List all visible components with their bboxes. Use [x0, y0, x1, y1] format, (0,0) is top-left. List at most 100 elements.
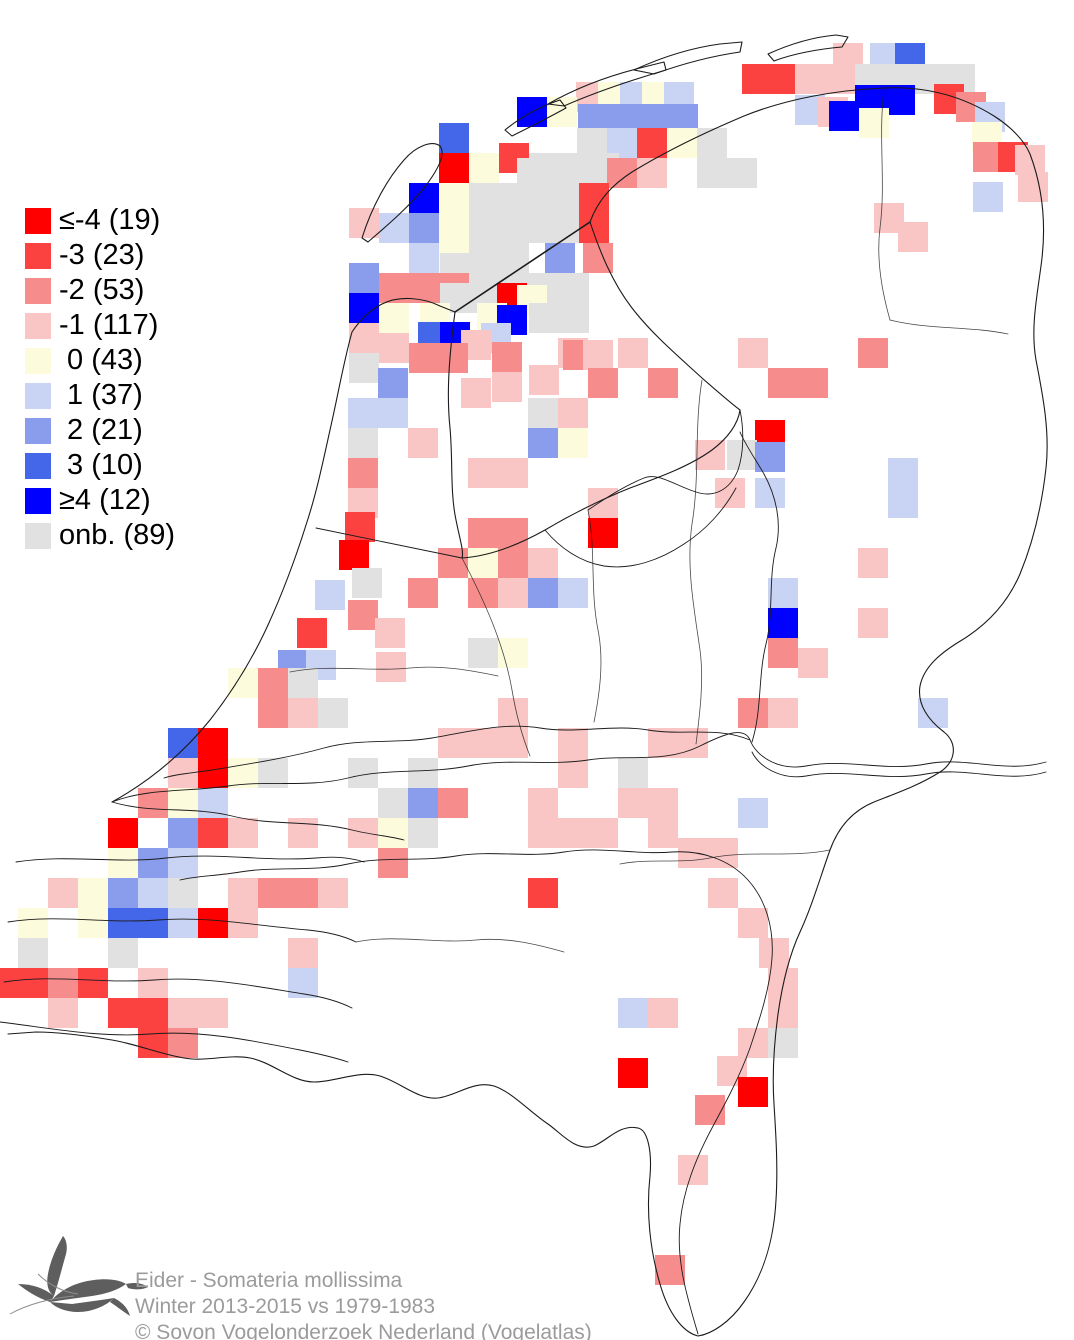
grid-cell [315, 580, 345, 610]
grid-cell [408, 758, 438, 788]
grid-cell [588, 488, 618, 518]
grid-cell [468, 518, 498, 548]
grid-cell [738, 1077, 768, 1107]
legend: ≤-4 (19) -3 (23) -2 (53) -1 (117) 0 (43) 1 … [25, 203, 175, 553]
caption-species: Eider - Somateria mollissima [135, 1269, 403, 1292]
grid-cell [138, 788, 168, 818]
grid-cell [461, 378, 491, 408]
grid-cell [558, 818, 588, 848]
legend-label-p2: 2 (21) [59, 414, 143, 446]
grid-cell [469, 213, 499, 243]
grid-cell [768, 1028, 798, 1058]
grid-cell [759, 938, 789, 968]
grid-cell [349, 323, 379, 353]
grid-cell [618, 998, 648, 1028]
grid-cell [468, 578, 498, 608]
grid-cell [138, 848, 168, 878]
grid-cell [258, 758, 288, 788]
legend-item-m1: -1 (117) [25, 308, 175, 343]
grid-cell [439, 183, 469, 213]
grid-cell [78, 968, 108, 998]
island-texel [361, 143, 443, 243]
grid-cell [529, 303, 559, 333]
grid-cell [618, 1058, 648, 1088]
legend-item-p3: 3 (10) [25, 448, 175, 483]
grid-cell [768, 578, 798, 608]
grid-cell [168, 848, 198, 878]
legend-swatch-p4 [25, 487, 51, 514]
grid-cell [438, 728, 468, 758]
grid-cell [168, 998, 198, 1028]
border-south [7, 1031, 639, 1148]
grid-cell [583, 340, 613, 370]
grid-cell [498, 578, 528, 608]
grid-cell [528, 398, 558, 428]
grid-cell [439, 153, 469, 183]
grid-cell [348, 398, 378, 428]
grid-cell [738, 908, 768, 938]
grid-cell [258, 878, 288, 908]
grid-cell [138, 908, 168, 938]
grid-cell [755, 478, 785, 508]
grid-cell [637, 158, 667, 188]
grid-cell [408, 788, 438, 818]
legend-swatch-z0 [25, 347, 51, 374]
legend-swatch-m2 [25, 277, 51, 304]
grid-cell [468, 458, 498, 488]
grid-cell [798, 648, 828, 678]
legend-item-m4: ≤-4 (19) [25, 203, 175, 238]
coast-den-helder [351, 298, 456, 333]
grid-cell [198, 818, 228, 848]
grid-cell [618, 338, 648, 368]
grid-cell [678, 728, 708, 758]
island-terschelling [547, 61, 667, 107]
grid-cell [768, 608, 798, 638]
grid-cell [558, 578, 588, 608]
grid-cell [468, 638, 498, 668]
legend-swatch-p3 [25, 452, 51, 479]
grid-cell [78, 878, 108, 908]
grid-cell [648, 998, 678, 1028]
grid-cell [618, 758, 648, 788]
grid-cell [499, 243, 529, 273]
grid-cell [288, 968, 318, 998]
grid-cell [297, 618, 327, 648]
province-borders [289, 89, 1009, 953]
grid-cell [108, 908, 138, 938]
grid-cell [378, 788, 408, 818]
grid-cell [588, 368, 618, 398]
grid-cell [198, 728, 228, 758]
grid-cell [795, 64, 825, 94]
noordzeekanaal [315, 527, 463, 559]
grid-cell [378, 848, 408, 878]
grid-cell [529, 183, 559, 213]
grid-cell [468, 548, 498, 578]
grid-cell [529, 213, 559, 243]
coast-west [111, 331, 353, 803]
grid-cell [339, 540, 369, 570]
grid-cell [559, 303, 589, 333]
grid-cell [528, 548, 558, 578]
legend-swatch-onb [25, 522, 51, 549]
legend-item-m3: -3 (23) [25, 238, 175, 273]
ijsselmeer-west-shore [447, 311, 464, 559]
grid-cell [439, 123, 469, 153]
grid-cell [798, 368, 828, 398]
legend-swatch-p1 [25, 382, 51, 409]
legend-label-p4: ≥4 (12) [59, 484, 151, 516]
coast-north-east-border [589, 87, 1048, 1337]
grid-cell [528, 578, 558, 608]
grid-cell [48, 968, 78, 998]
island-ameland [633, 41, 743, 75]
grid-cell [618, 788, 648, 818]
grid-cell [529, 365, 559, 395]
grid-cell [108, 998, 138, 1028]
grid-cell [528, 788, 558, 818]
flevoland-inner-line [544, 487, 737, 568]
grid-cell [168, 818, 198, 848]
grid-cell [888, 458, 918, 488]
legend-label-m1: -1 (117) [59, 309, 159, 341]
grid-cell [409, 273, 439, 303]
